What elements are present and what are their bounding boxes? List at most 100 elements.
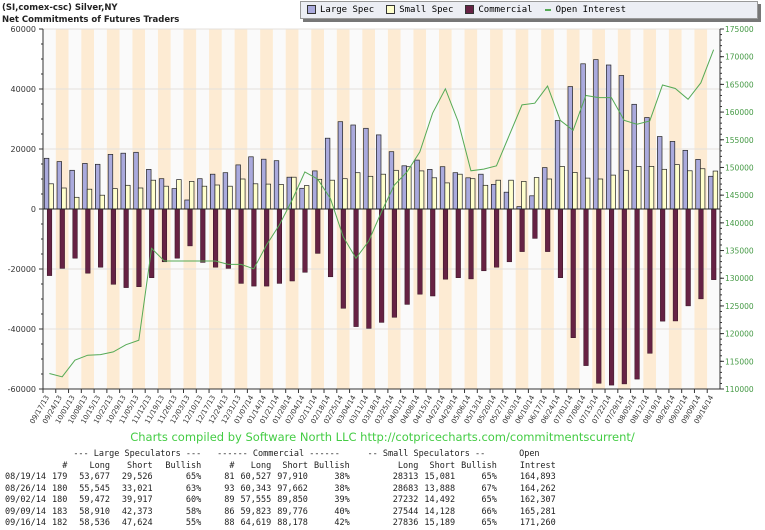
table-group-header: -- Small Speculators -- xyxy=(367,449,486,459)
left-tick-label: -20000 xyxy=(8,265,36,274)
table-cell: 81 xyxy=(224,472,235,482)
table-column-header: Short xyxy=(282,460,308,471)
commercial-bar xyxy=(136,208,142,287)
table-cell: 63% xyxy=(185,483,202,494)
small-spec-bar xyxy=(585,177,591,210)
large-spec-bar xyxy=(669,141,676,210)
table-cell: 59,472 xyxy=(79,495,110,505)
table-cell: 60% xyxy=(185,495,202,505)
large-spec-bar xyxy=(248,156,254,210)
commercial-bar xyxy=(634,208,640,380)
commercial-bar xyxy=(98,208,104,268)
commercial-bar xyxy=(532,208,538,239)
large-spec-bar xyxy=(414,159,420,210)
legend: Large Spec Small Spec Commercial Open In… xyxy=(300,1,758,19)
small-spec-bar xyxy=(393,169,399,210)
small-spec-bar xyxy=(687,170,693,210)
table-cell: 180 xyxy=(51,495,68,505)
commercial-bar xyxy=(609,208,615,386)
legend-commercial: Commercial xyxy=(465,5,533,15)
large-spec-bar xyxy=(605,64,612,210)
commercial-bar xyxy=(46,208,53,276)
commercial-bar xyxy=(417,208,423,295)
table-cell: 165,281 xyxy=(519,506,556,517)
table-cell: 66% xyxy=(481,506,497,517)
chart-title: (SI,comex-csc) Silver,NY Net Commitments… xyxy=(2,2,179,26)
credit-line: Charts compiled by Software North LLC ht… xyxy=(130,430,635,444)
table-cell: 59,823 xyxy=(240,506,272,517)
large-spec-bar xyxy=(631,103,637,210)
commercial-bar xyxy=(660,208,666,322)
right-tick-label: 170000 xyxy=(725,53,754,62)
table-cell: 47,624 xyxy=(121,518,153,528)
left-tick-label: 0 xyxy=(31,205,36,214)
small-spec-bar xyxy=(572,172,578,210)
right-tick-label: 125000 xyxy=(725,302,754,311)
large-spec-bar xyxy=(286,176,292,210)
table-cell: 33,021 xyxy=(121,483,153,494)
large-spec-bar xyxy=(43,157,50,210)
commercial-bar xyxy=(404,208,410,305)
large-spec-bar xyxy=(69,169,75,210)
small-spec-bar xyxy=(189,181,195,210)
large-spec-bar xyxy=(337,121,344,210)
large-spec-bar xyxy=(197,178,203,210)
table-group-header: Open xyxy=(519,449,540,459)
commercial-bar xyxy=(596,208,602,384)
right-tick-label: 150000 xyxy=(725,163,754,172)
commercial-bar xyxy=(647,208,653,354)
small-spec-bar xyxy=(712,170,719,210)
commercial-bar xyxy=(621,208,627,385)
table-cell: 58,910 xyxy=(79,506,110,517)
table-cell: 164,893 xyxy=(519,472,556,482)
large-spec-bar xyxy=(452,172,458,210)
table-cell: 60,527 xyxy=(240,472,272,482)
table-cell: 28683 xyxy=(392,483,419,494)
table-cell: 27544 xyxy=(392,506,419,517)
commercial-bar xyxy=(494,208,500,268)
table-column-header: Short xyxy=(127,460,153,471)
table-cell: 27836 xyxy=(392,518,419,528)
commercial-bar xyxy=(711,208,717,280)
small-spec-bar xyxy=(240,178,246,210)
table-column-header: Long xyxy=(89,460,110,471)
large-spec-bar xyxy=(184,199,190,210)
table-cell: 93 xyxy=(224,483,235,494)
commercial-bar xyxy=(161,208,168,263)
small-spec-bar xyxy=(125,184,131,210)
commercial-bar xyxy=(213,208,219,268)
large-spec-bar xyxy=(542,167,548,210)
commercial-bar xyxy=(468,208,474,280)
legend-swatch-icon xyxy=(386,5,396,14)
commercial-bar xyxy=(72,208,78,259)
commercial-bar xyxy=(442,208,449,280)
table-cell: 89,776 xyxy=(277,506,308,517)
large-spec-bar xyxy=(427,169,433,210)
table-row: 08/19/14 179 53,677 29,526 65% 81 60,527 97,910… xyxy=(2,472,559,484)
large-spec-bar xyxy=(56,161,62,210)
commercial-bar xyxy=(59,208,65,269)
commercial-bar xyxy=(174,208,180,259)
small-spec-bar xyxy=(495,179,501,210)
commercial-bar xyxy=(123,208,129,288)
right-tick-label: 120000 xyxy=(725,330,754,339)
commercial-bar xyxy=(302,208,308,273)
table-cell: 15,189 xyxy=(424,518,456,528)
large-spec-bar xyxy=(350,124,356,210)
table-cell: 42% xyxy=(334,518,350,528)
commercial-bar xyxy=(366,208,372,329)
table-cell: 58% xyxy=(185,506,202,517)
table-cell: 14,128 xyxy=(424,506,456,517)
open-interest-line xyxy=(49,49,715,378)
left-tick-label: -40000 xyxy=(8,325,36,334)
table-cell: 28313 xyxy=(392,472,419,482)
table-cell: 164,262 xyxy=(519,483,556,494)
small-spec-bar xyxy=(406,166,412,210)
large-spec-bar xyxy=(478,173,484,210)
small-spec-bar xyxy=(597,178,604,210)
small-spec-bar xyxy=(610,174,616,210)
commercial-bar xyxy=(481,208,487,272)
table-cell: 39,917 xyxy=(121,495,153,505)
small-spec-bar xyxy=(265,183,271,210)
large-spec-bar xyxy=(618,75,625,210)
